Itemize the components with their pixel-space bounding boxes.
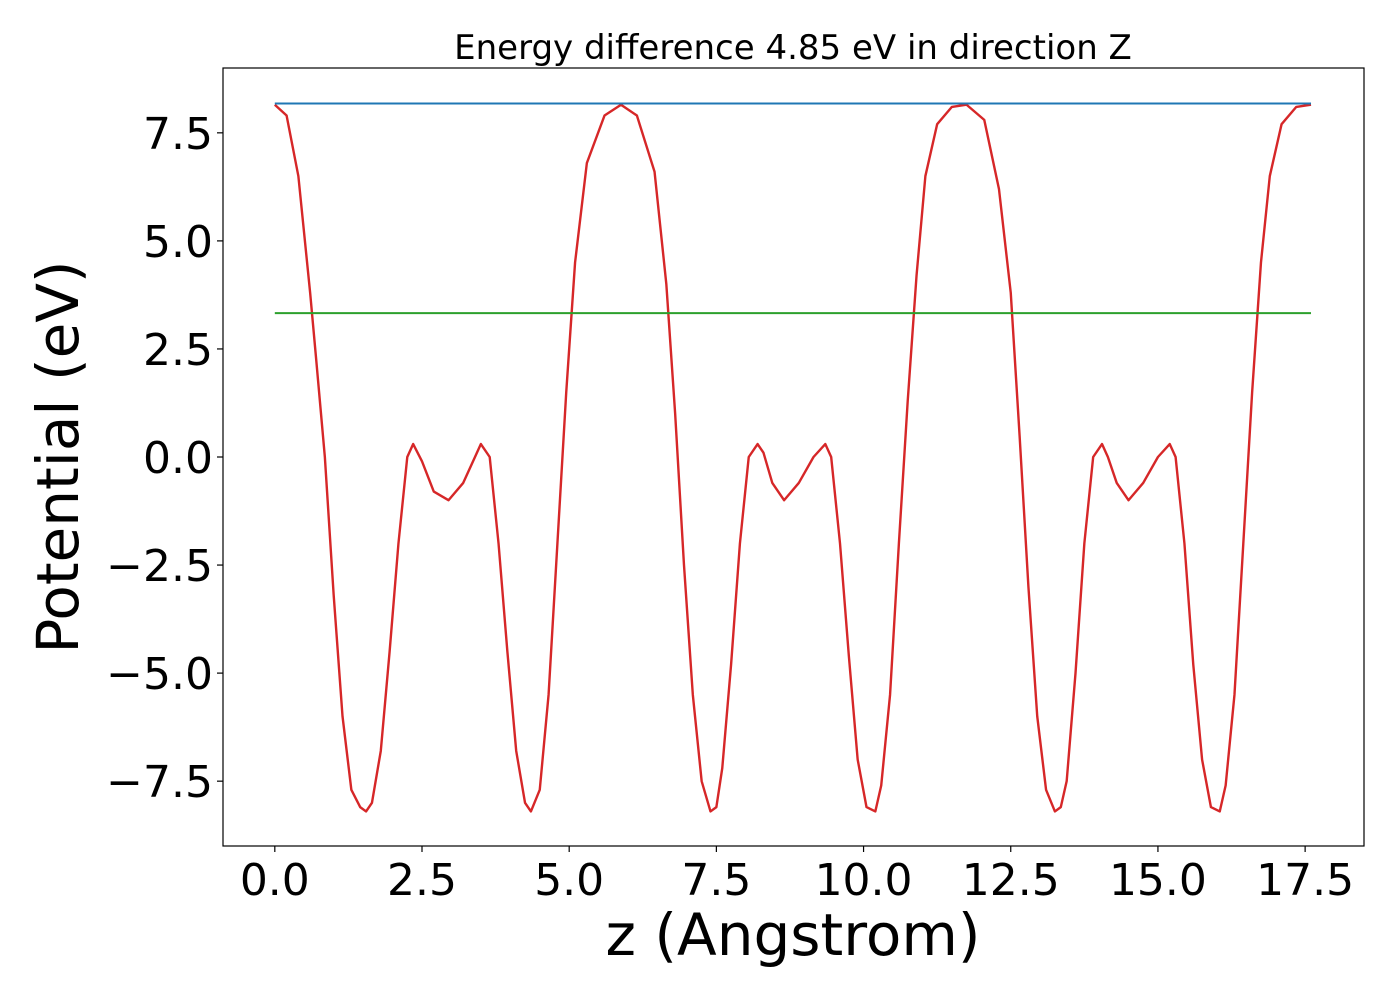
y-tick-label: 0.0 xyxy=(143,433,213,484)
plot-area xyxy=(222,67,1365,847)
x-tick-label: 2.5 xyxy=(387,855,457,906)
x-tick-label: 17.5 xyxy=(1256,855,1354,906)
x-tick-label: 5.0 xyxy=(534,855,604,906)
x-tick-label: 10.0 xyxy=(815,855,913,906)
y-tick-label: −2.5 xyxy=(106,541,213,592)
y-tick-label: 2.5 xyxy=(143,325,213,376)
y-axis-label: Potential (eV) xyxy=(24,260,92,653)
chart-title: Energy difference 4.85 eV in direction Z xyxy=(454,28,1132,68)
y-tick-label: −7.5 xyxy=(106,757,213,808)
y-tick-label: 7.5 xyxy=(143,109,213,160)
y-tick-label: 5.0 xyxy=(143,217,213,268)
x-tick-label: 7.5 xyxy=(681,855,751,906)
x-tick-label: 0.0 xyxy=(240,855,310,906)
y-tick-label: −5.0 xyxy=(106,649,213,700)
x-tick-label: 12.5 xyxy=(962,855,1060,906)
series-line-1 xyxy=(273,103,1312,813)
x-tick-label: 15.0 xyxy=(1109,855,1207,906)
y-axis-ticks: −7.5 −5.0 −2.5 0.0 2.5 5.0 7.5 xyxy=(106,109,223,808)
x-axis-label: z (Angstrom) xyxy=(606,901,981,969)
x-axis-ticks: 0.0 2.5 5.0 7.5 10.0 12.5 15.0 17.5 xyxy=(240,846,1354,906)
series-layer xyxy=(273,102,1312,813)
